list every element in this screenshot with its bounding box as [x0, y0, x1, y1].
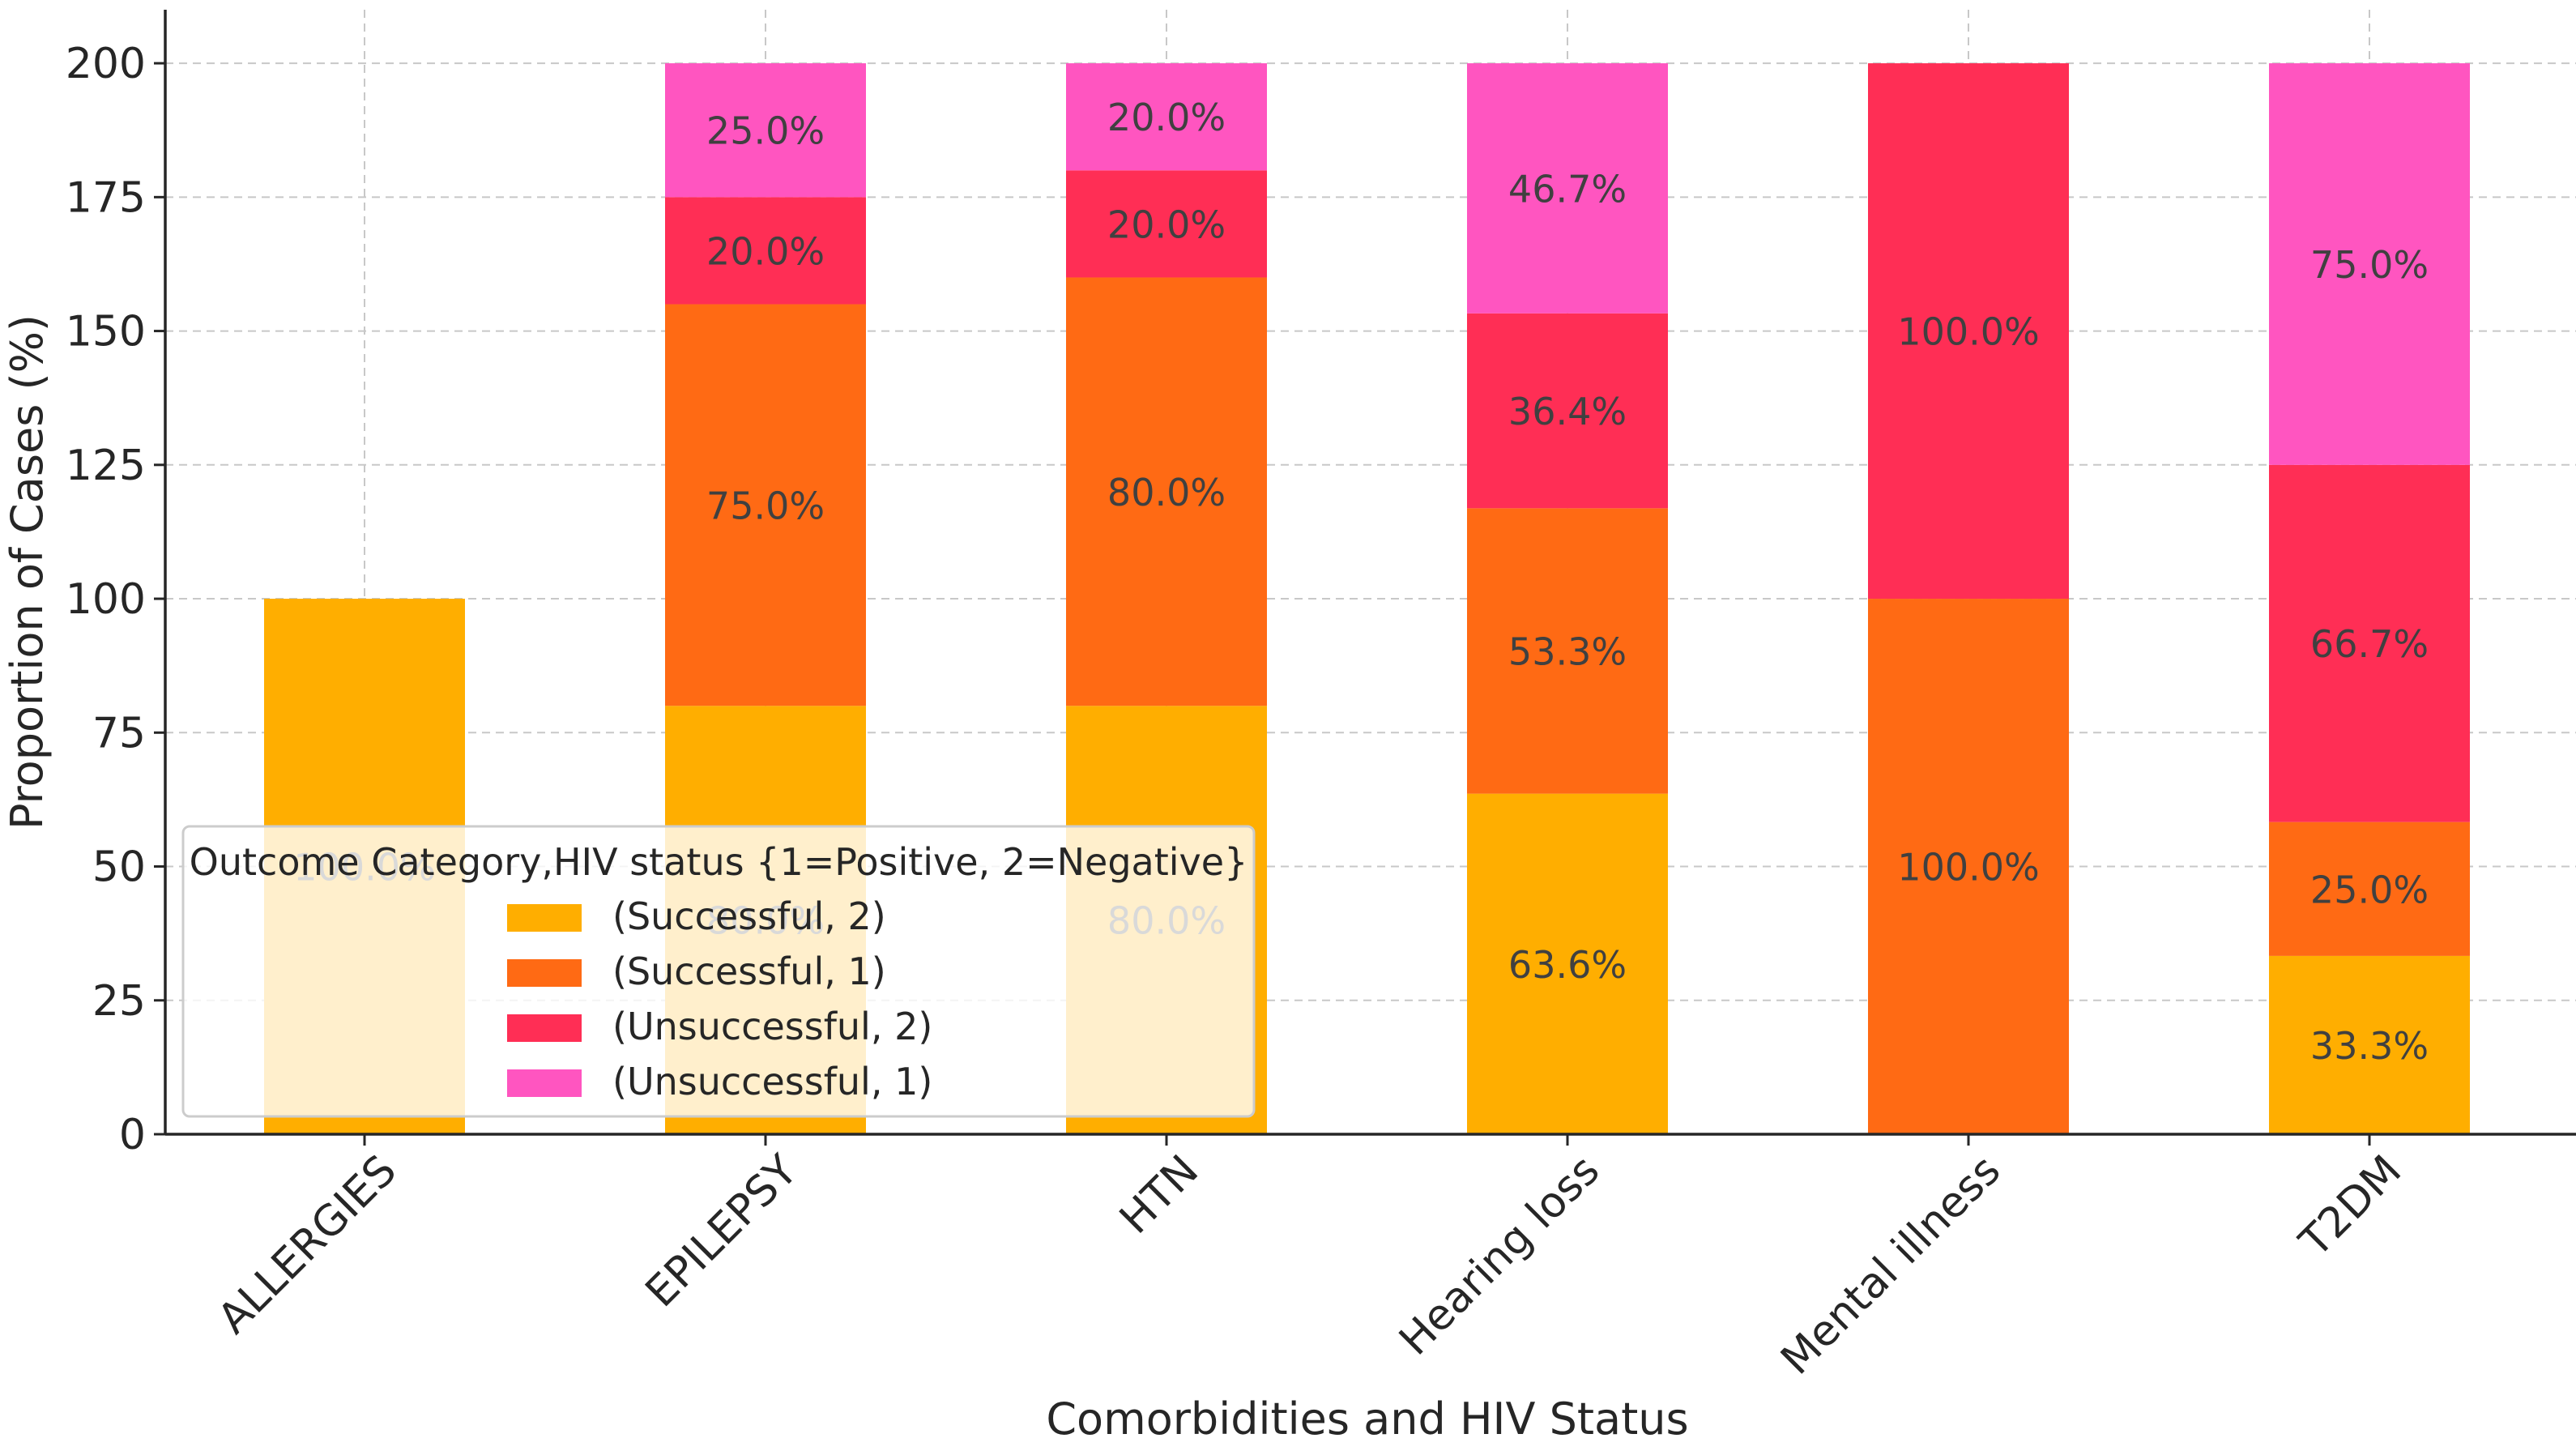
y-tick-label: 75	[92, 709, 146, 758]
segment-value-label: 53.3%	[1508, 629, 1627, 673]
y-tick-label: 50	[92, 843, 146, 892]
bar-segment	[2269, 955, 2470, 1134]
y-tick-label: 100	[66, 575, 146, 624]
segment-value-label: 36.4%	[1508, 390, 1627, 433]
bar-segment	[1467, 63, 1668, 314]
y-axis-title: Proportion of Cases (%)	[2, 314, 53, 830]
segment-value-label: 25.0%	[2310, 868, 2429, 911]
legend-label: (Unsuccessful, 1)	[612, 1060, 932, 1103]
bar-segment	[1066, 170, 1267, 278]
y-tick-label: 175	[66, 173, 146, 222]
legend-frame	[181, 825, 1256, 1118]
legend-label: (Unsuccessful, 2)	[612, 1005, 932, 1048]
segment-value-label: 63.6%	[1508, 943, 1627, 987]
x-axis-title: Comorbidities and HIV Status	[1046, 1393, 1688, 1445]
y-tick-labels: 0 25 50 75 100 125 150 175 200	[66, 40, 165, 1159]
bar-segment	[2269, 822, 2470, 956]
segment-value-label: 66.7%	[2310, 622, 2429, 666]
legend-swatch	[507, 1069, 582, 1097]
x-tick-label: Hearing loss	[1390, 1146, 1609, 1365]
segment-value-label: 20.0%	[1107, 96, 1226, 139]
y-tick-label: 125	[66, 442, 146, 490]
x-tick-label: EPILEPSY	[637, 1146, 808, 1317]
legend-label: (Successful, 1)	[612, 950, 886, 993]
legend-swatch	[507, 959, 582, 987]
y-tick-label: 25	[92, 977, 146, 1026]
x-tick-label: ALLERGIES	[209, 1146, 406, 1343]
segment-value-label: 20.0%	[1107, 203, 1226, 246]
bar-segment	[1467, 793, 1668, 1134]
legend: Outcome Category,HIV status {1=Positive,…	[181, 825, 1256, 1118]
legend-swatch	[507, 1014, 582, 1042]
bar-segment	[1868, 63, 2069, 600]
legend-items: (Successful, 2) (Successful, 1) (Unsuccess…	[507, 894, 932, 1103]
bar-segment	[1066, 277, 1267, 706]
legend-title: Outcome Category,HIV status {1=Positive,…	[190, 840, 1248, 884]
bar-segment	[665, 63, 866, 198]
segment-value-label: 25.0%	[706, 109, 825, 153]
bar-segment	[1066, 63, 1267, 171]
bar-segment	[1868, 599, 2069, 1134]
x-tick-label: T2DM	[2290, 1146, 2411, 1267]
y-tick-label: 150	[66, 308, 146, 356]
legend-swatch	[507, 904, 582, 932]
segment-value-label: 75.0%	[706, 484, 825, 527]
segment-value-label: 100.0%	[1897, 846, 2039, 890]
legend-label: (Successful, 2)	[612, 894, 886, 938]
segment-value-label: 80.0%	[1107, 471, 1226, 514]
x-tick-label: HTN	[1111, 1146, 1208, 1244]
bar-segment	[1467, 508, 1668, 794]
y-tick-label: 0	[119, 1111, 146, 1159]
segment-value-label: 33.3%	[2310, 1024, 2429, 1068]
y-tick-label: 200	[66, 40, 146, 88]
x-tick-labels: ALLERGIES EPILEPSY HTN Hearing loss Mental i…	[209, 1134, 2411, 1385]
segment-value-label: 75.0%	[2310, 243, 2429, 287]
bar-segment	[2269, 63, 2470, 465]
bar-segment	[665, 304, 866, 706]
segment-value-label: 46.7%	[1508, 167, 1627, 211]
x-tick-label: Mental illness	[1772, 1146, 2010, 1385]
segment-value-label: 100.0%	[1897, 310, 2039, 354]
segment-value-label: 20.0%	[706, 229, 825, 273]
bar-segment	[1467, 313, 1668, 509]
bar-segment	[665, 197, 866, 305]
bar-segment	[2269, 464, 2470, 822]
